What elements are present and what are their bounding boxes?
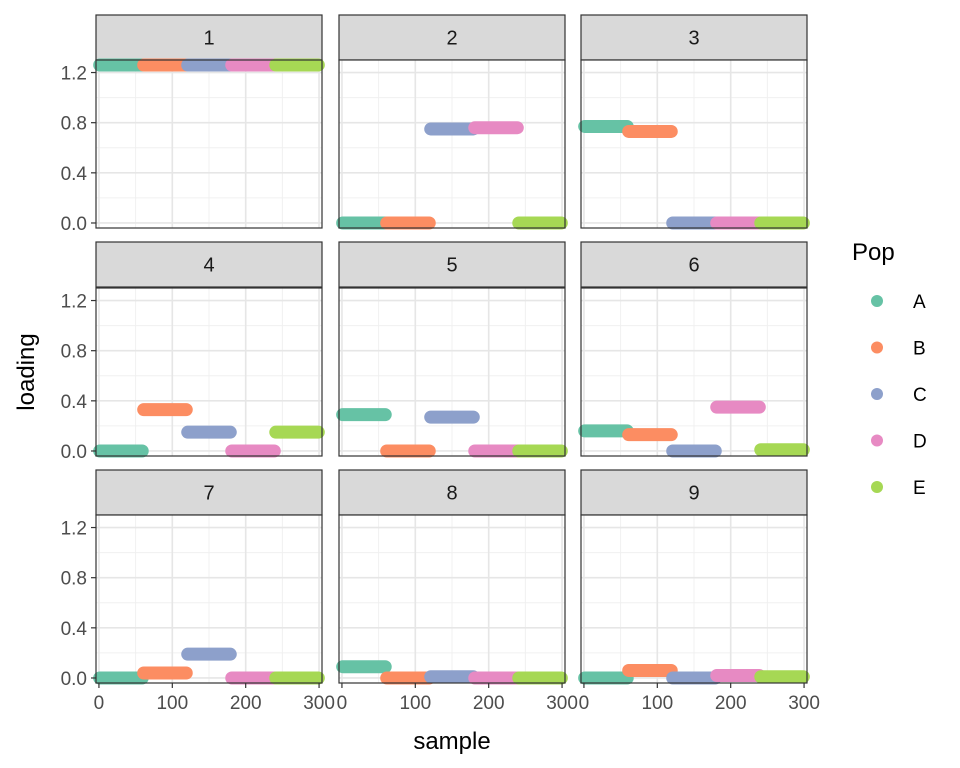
facet-strip-label: 1 <box>203 28 214 50</box>
x-tick-label: 100 <box>641 693 673 714</box>
x-tick-label: 200 <box>715 693 747 714</box>
y-tick-label: 0.8 <box>61 114 87 135</box>
panel-border <box>95 287 323 457</box>
facet-panel-1: 1 <box>93 14 325 229</box>
facet-panel-8: 8 <box>336 469 568 685</box>
facet-strip <box>580 241 808 288</box>
legend-title: Pop <box>852 239 895 266</box>
facet-strip <box>338 469 566 516</box>
y-tick-label: 0.8 <box>61 342 87 363</box>
x-tick-label: 0 <box>579 693 590 714</box>
facet-panel-4: 4 <box>93 241 325 458</box>
facet-strip <box>580 14 808 61</box>
legend-key-pop-A <box>871 295 883 307</box>
facet-strip <box>338 241 566 288</box>
panel-border <box>338 59 566 229</box>
y-tick-label: 1.2 <box>61 292 87 313</box>
facet-strip <box>338 14 566 61</box>
facet-strip-label: 7 <box>203 483 214 505</box>
x-tick-label: 100 <box>156 693 188 714</box>
facet-panel-9: 9 <box>578 469 810 685</box>
x-tick-label: 300 <box>303 693 335 714</box>
panel-border <box>580 287 808 457</box>
panel-border <box>580 514 808 684</box>
y-tick-label: 0.4 <box>61 164 88 185</box>
y-tick-label: 0.0 <box>61 669 87 690</box>
facet-panel-2: 2 <box>336 14 568 230</box>
x-tick-label: 0 <box>94 693 105 714</box>
y-tick-label: 0.0 <box>61 214 87 235</box>
legend-key-pop-B <box>871 341 883 354</box>
facet-strip <box>95 469 323 516</box>
legend-label-pop-C: C <box>913 385 927 406</box>
x-tick-label: 200 <box>473 693 505 714</box>
y-axis-title: loading <box>13 333 40 410</box>
y-tick-label: 1.2 <box>61 64 87 85</box>
facet-strip <box>95 241 323 288</box>
facet-strip-label: 9 <box>688 483 699 505</box>
y-tick-label: 0.4 <box>61 392 88 413</box>
x-tick-label: 0 <box>337 693 348 714</box>
legend-label-pop-A: A <box>913 292 926 313</box>
legend-label-pop-B: B <box>913 339 926 360</box>
panel-border <box>338 287 566 457</box>
legend-key-pop-E <box>871 481 883 493</box>
facet-strip <box>580 469 808 516</box>
facet-panel-5: 5 <box>336 241 568 458</box>
facet-strip-label: 6 <box>688 255 699 277</box>
legend: Pop A B C D E <box>852 239 927 499</box>
facet-strip-label: 4 <box>203 255 214 277</box>
y-tick-label: 1.2 <box>61 519 87 540</box>
facet-strip-label: 8 <box>446 483 457 505</box>
legend-label-pop-E: E <box>913 478 926 499</box>
x-axis-title: sample <box>413 728 490 755</box>
x-tick-label: 300 <box>788 693 820 714</box>
facet-panel-6: 6 <box>578 241 810 458</box>
facet-strip-label: 2 <box>446 28 457 50</box>
x-tick-label: 100 <box>399 693 431 714</box>
legend-key-pop-C <box>871 388 883 400</box>
panel-border <box>338 514 566 684</box>
y-tick-label: 0.0 <box>61 442 87 463</box>
panels-layer: 1 2 3 4 5 6 7 8 9 <box>93 14 810 685</box>
panel-border <box>95 59 323 229</box>
facet-strip-label: 5 <box>446 255 457 277</box>
legend-key-pop-D <box>871 434 883 447</box>
y-tick-label: 0.8 <box>61 569 87 590</box>
axes-layer: 0.0 0.4 0.8 1.2 0.0 0.4 0.8 1.2 0.0 0.4 0.8 1.2 0 100… <box>61 64 820 714</box>
x-tick-label: 200 <box>230 693 262 714</box>
facet-strip <box>95 14 323 61</box>
facet-panel-7: 7 <box>93 469 325 685</box>
panel-border <box>95 514 323 684</box>
x-tick-label: 300 <box>546 693 578 714</box>
panel-border <box>580 59 808 229</box>
legend-label-pop-D: D <box>913 432 927 453</box>
y-tick-label: 0.4 <box>61 619 88 640</box>
facet-strip-label: 3 <box>688 28 699 50</box>
facet-panel-3: 3 <box>578 14 810 230</box>
